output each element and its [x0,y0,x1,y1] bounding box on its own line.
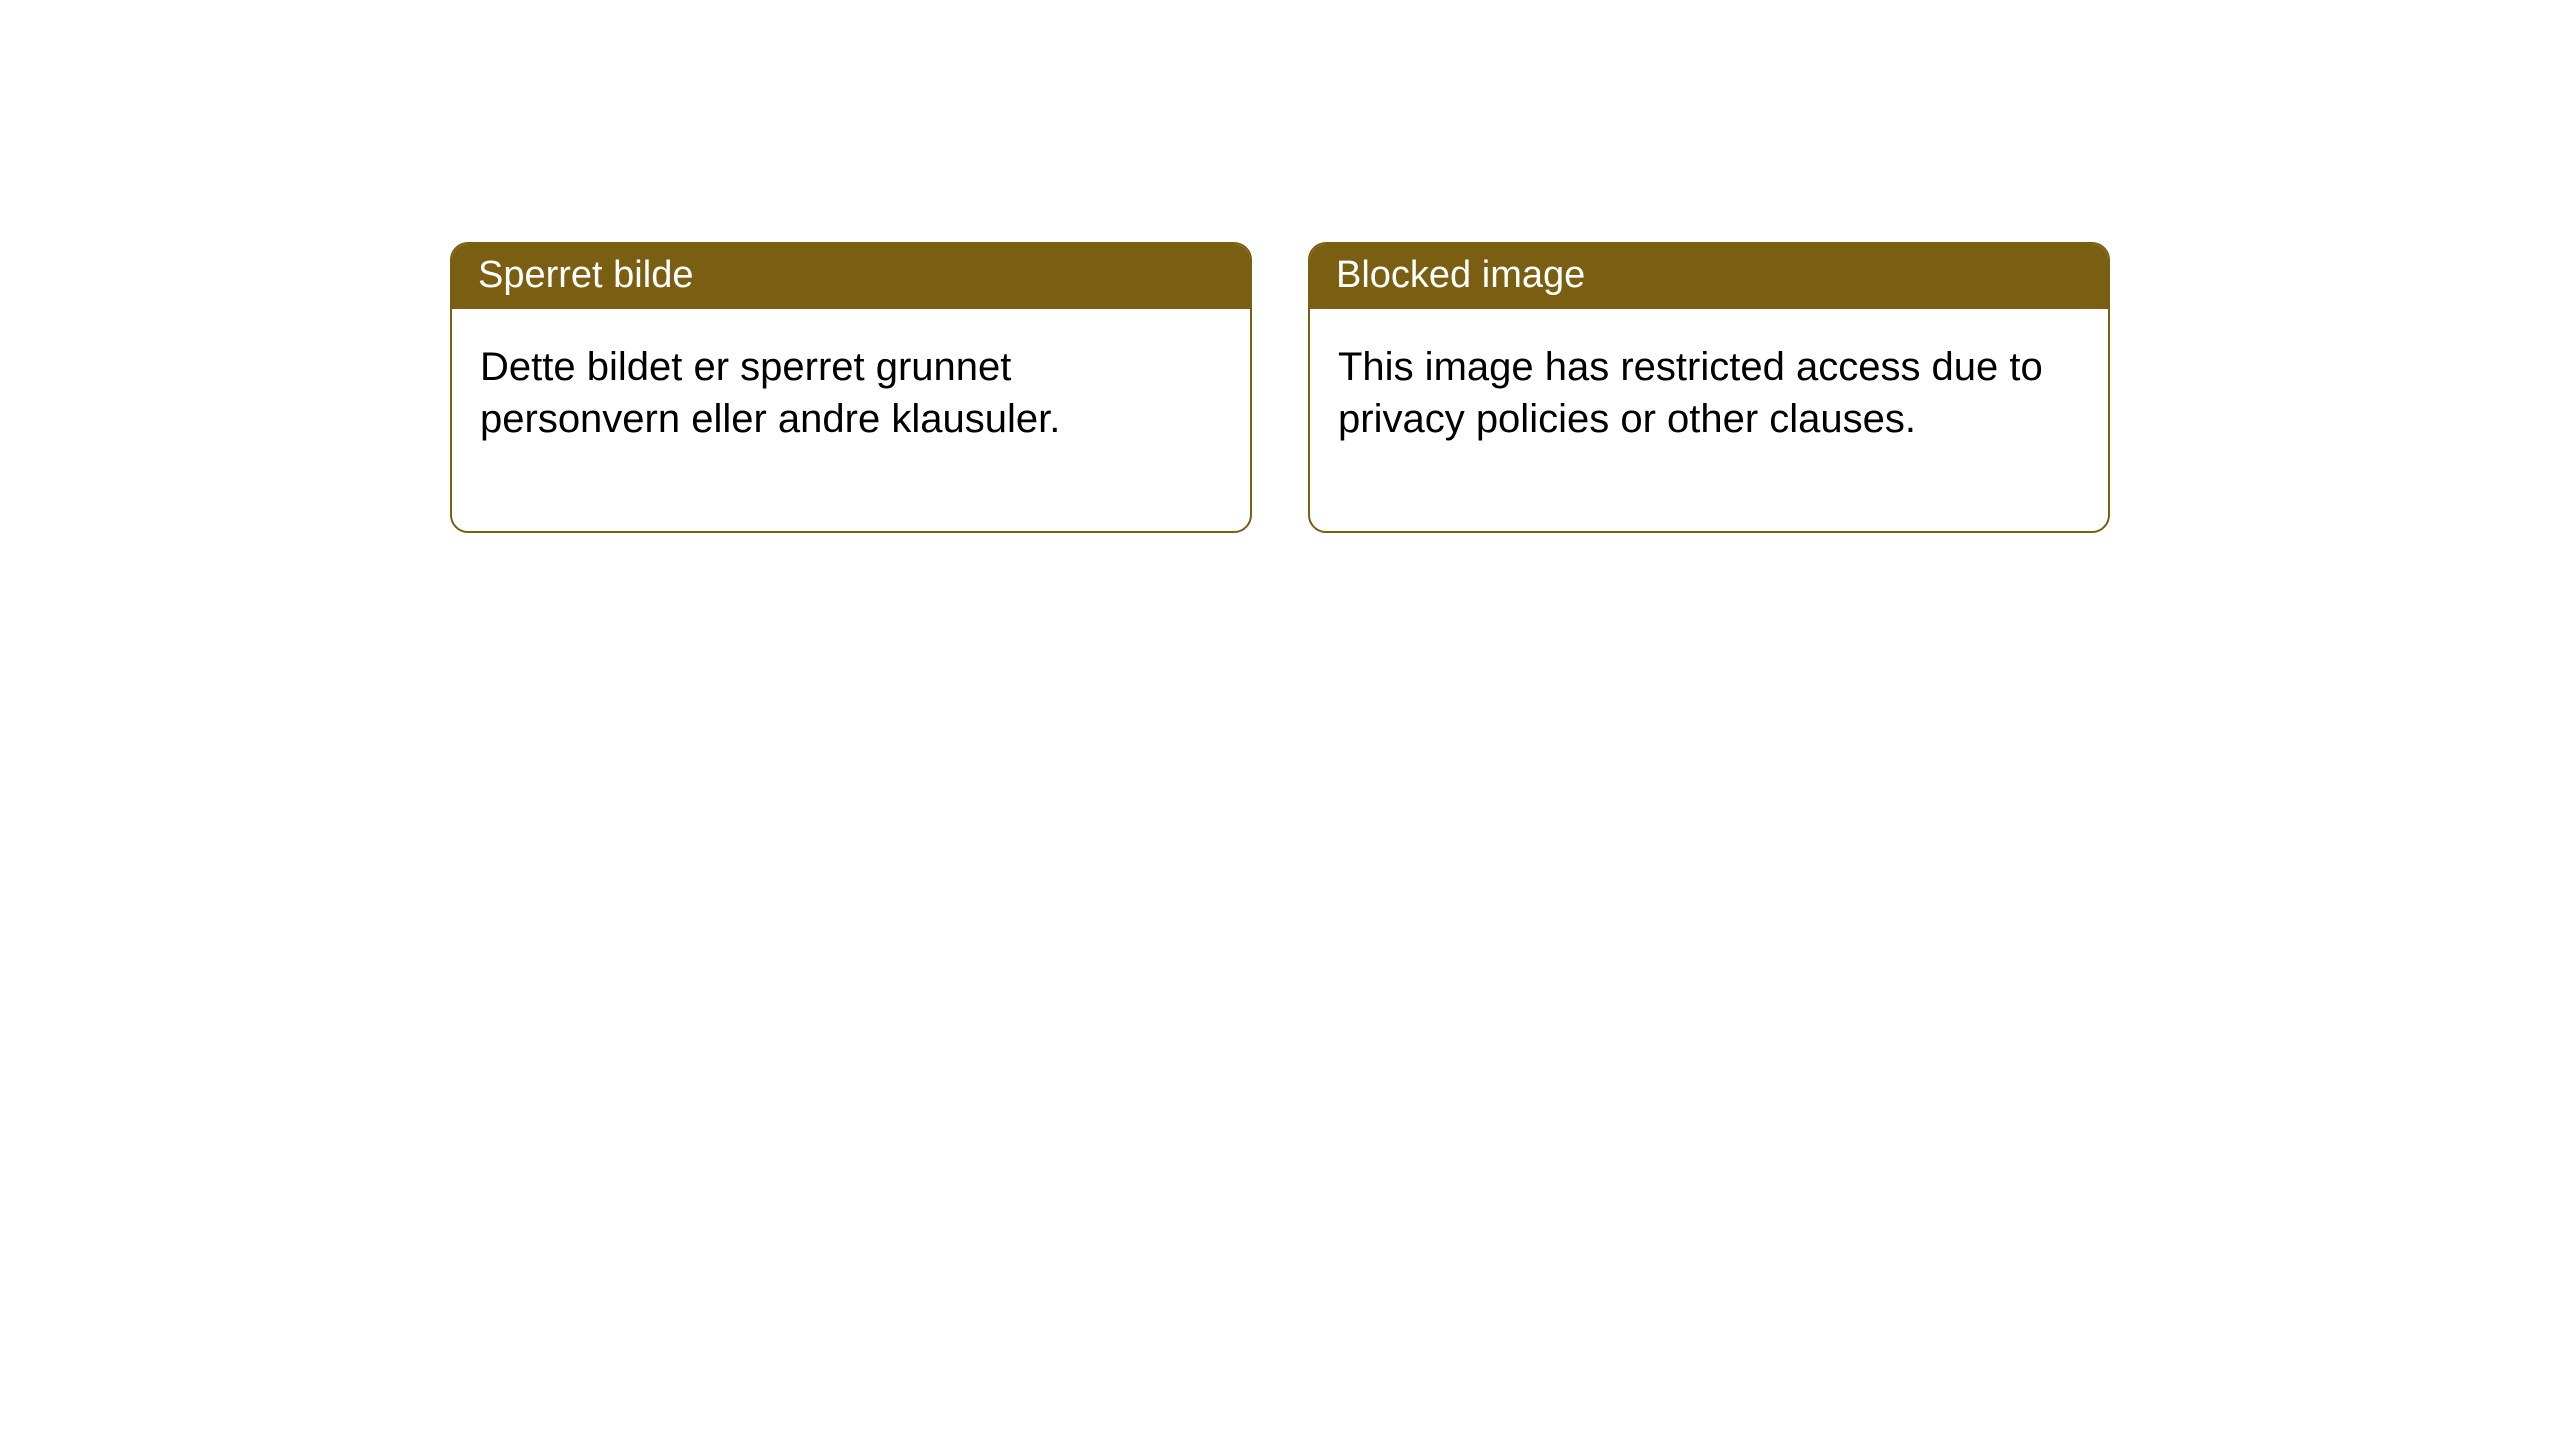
notice-card-norwegian: Sperret bilde Dette bildet er sperret gr… [450,242,1252,533]
notice-body-norwegian: Dette bildet er sperret grunnet personve… [452,309,1250,531]
notice-container: Sperret bilde Dette bildet er sperret gr… [450,242,2110,533]
notice-title-norwegian: Sperret bilde [452,244,1250,309]
notice-body-english: This image has restricted access due to … [1310,309,2108,531]
notice-card-english: Blocked image This image has restricted … [1308,242,2110,533]
notice-title-english: Blocked image [1310,244,2108,309]
